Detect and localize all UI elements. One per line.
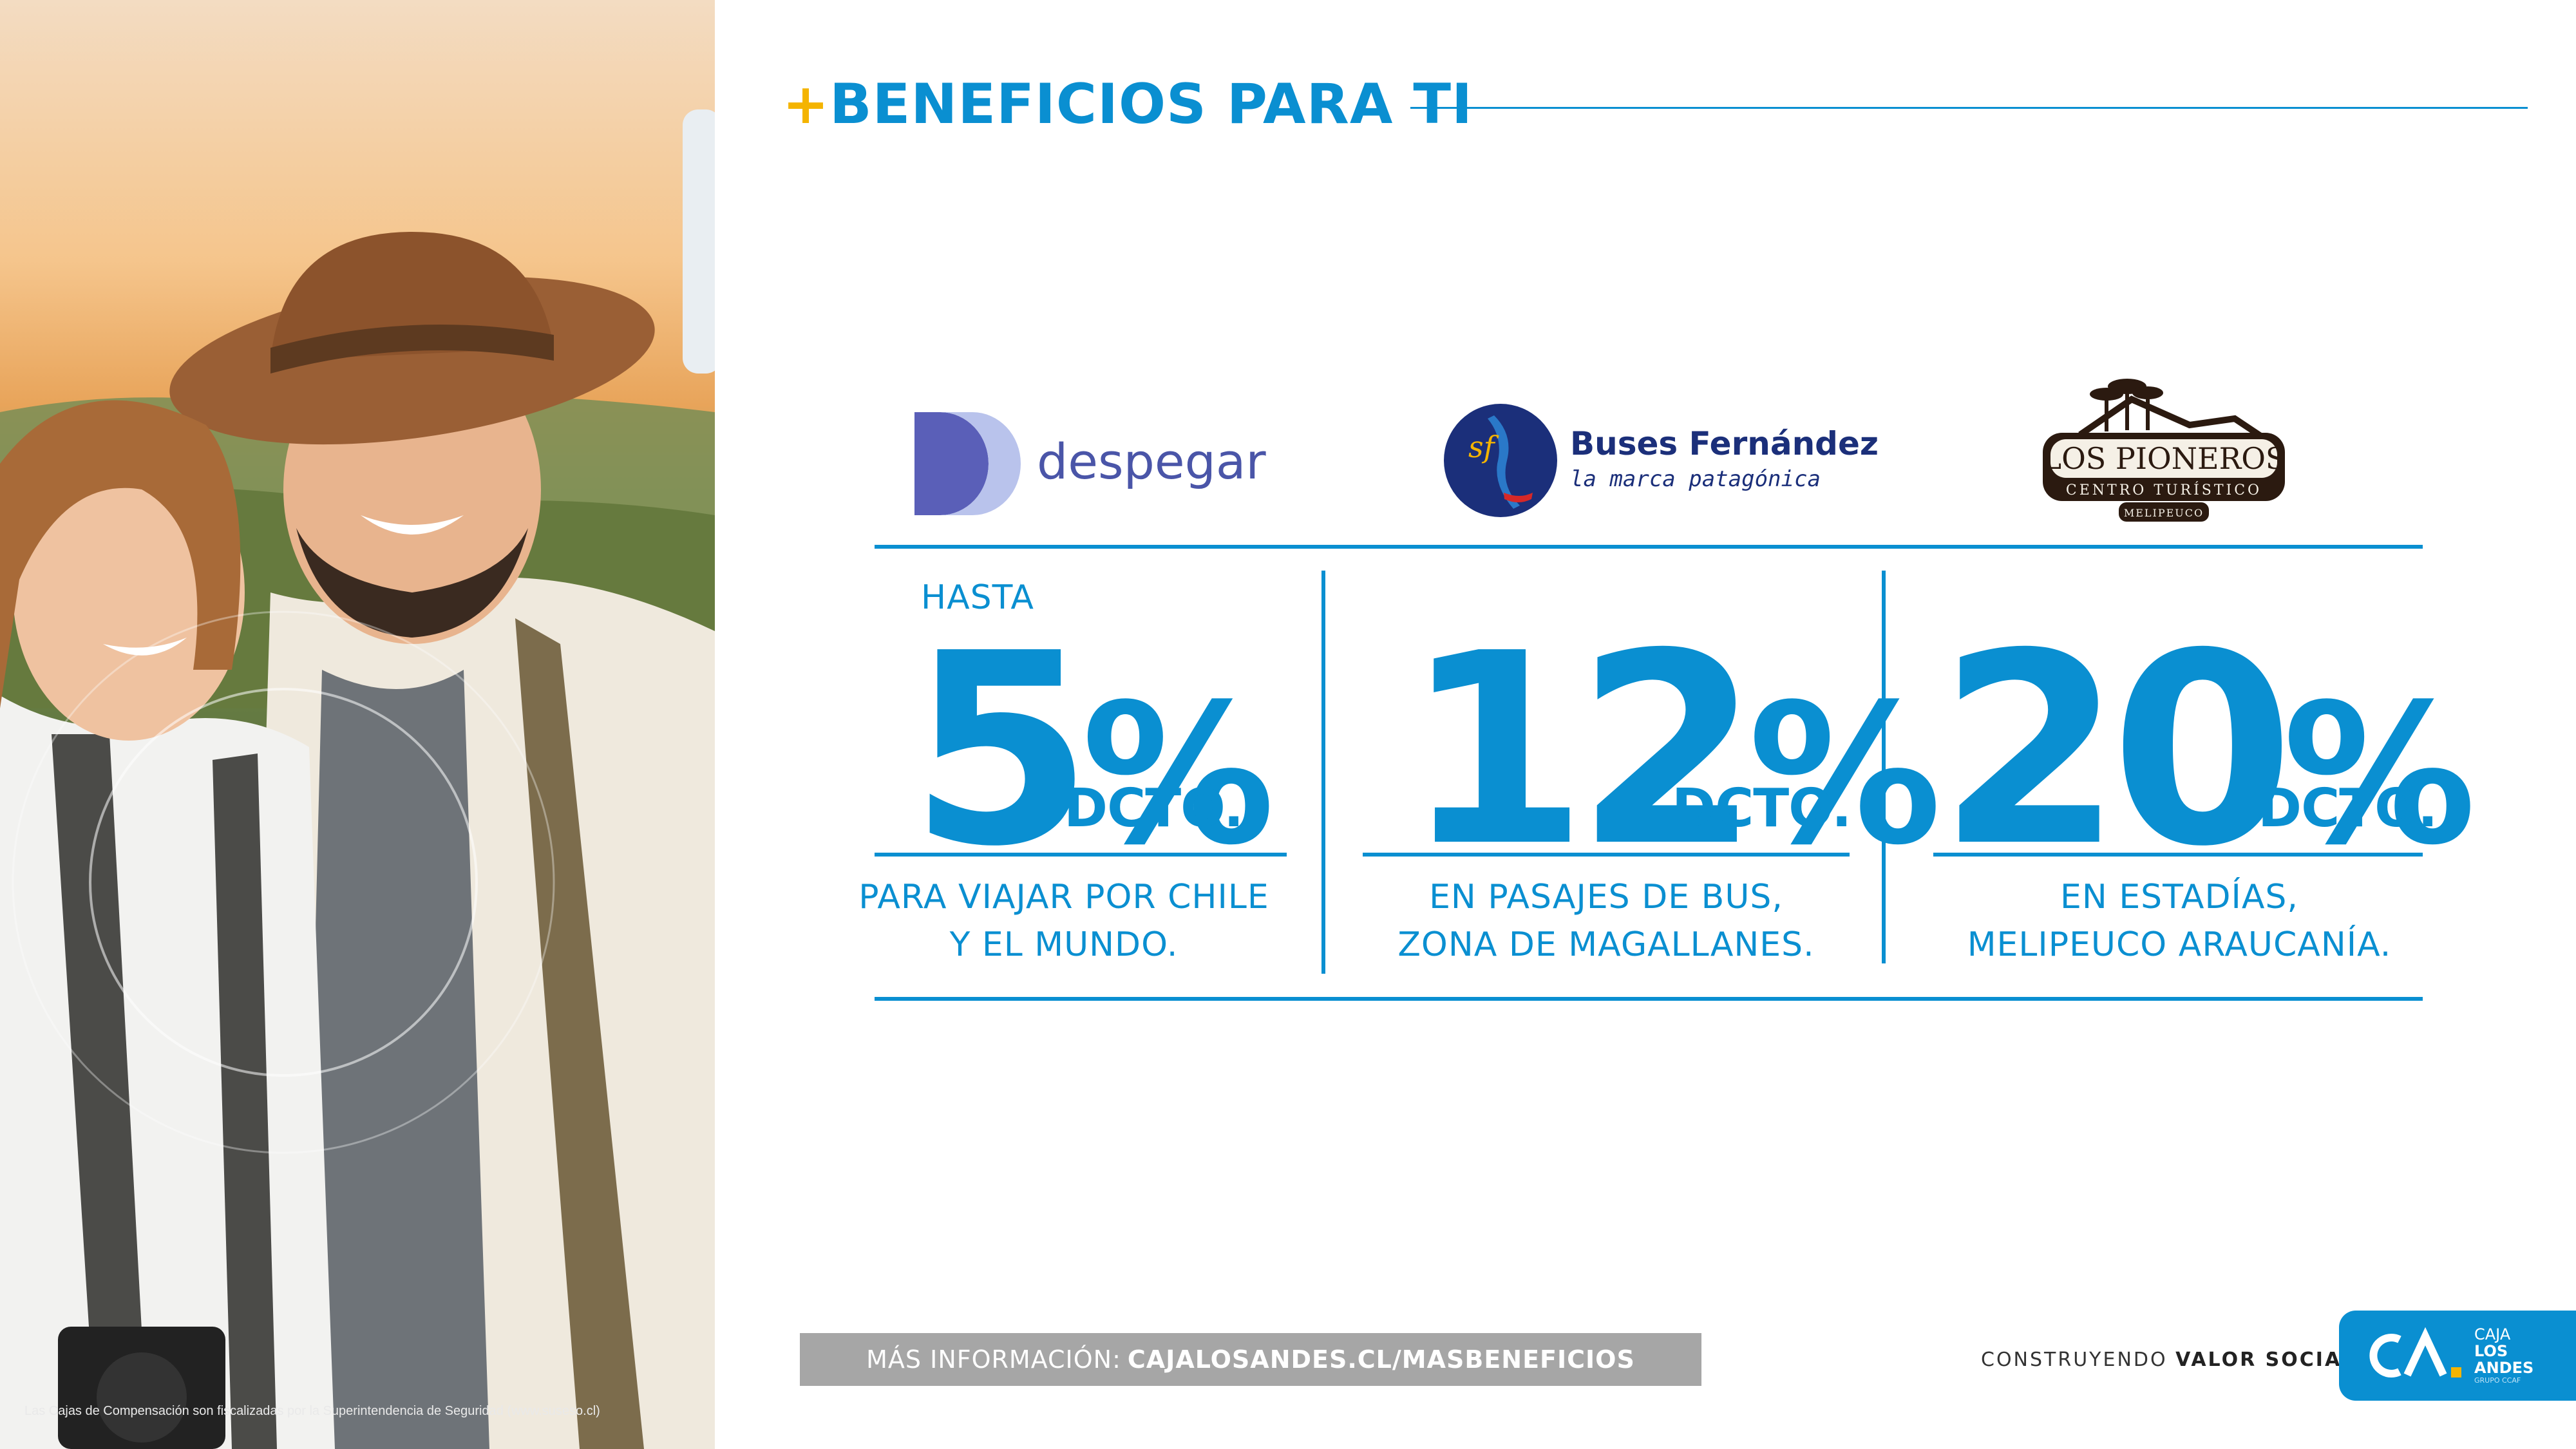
despegar-d-icon [914,412,1021,515]
benefit-3-unit: DCTO. [2258,778,2438,839]
despegar-logo[interactable]: despegar [914,406,1301,515]
benefit-1-desc-line1: PARA VIAJAR POR CHILE [858,878,1269,916]
benefit-3-description: EN ESTADÍAS, MELIPEUCO ARAUCANÍA. [1954,873,2405,969]
column-1-rule [875,853,1287,857]
column-divider-2 [1882,571,1886,963]
top-divider [875,545,2423,549]
caja-los-andes-logo[interactable]: CAJA LOS ANDES GRUPO CCAF [2339,1311,2576,1401]
column-2-rule [1363,853,1850,857]
buses-tagline: la marca patagónica [1570,466,1821,492]
benefit-1-prefix: HASTA [921,578,1034,617]
pioneros-name: LOS PIONEROS [2042,441,2286,476]
benefit-1-unit: DCTO. [1064,778,1244,839]
more-info-label: MÁS INFORMACIÓN: [866,1345,1121,1374]
page-title-text: BENEFICIOS PARA TI [829,72,1473,137]
pioneros-subtitle: CENTRO TURÍSTICO [2066,481,2262,498]
cla-monogram-icon [2369,1327,2461,1378]
bottom-divider [875,997,2423,1001]
couple-illustration [0,109,715,1449]
benefit-3-number: 20 [1938,596,2295,904]
benefit-2-unit: DCTO. [1672,778,1852,839]
buses-name: Buses Fernández [1570,425,1879,462]
benefit-1-sign: % [1081,663,1275,887]
plus-sign: + [782,72,830,137]
benefit-2-number: 12 [1404,596,1760,904]
header-divider [1410,107,2528,109]
page-title: +BENEFICIOS PARA TI [782,72,1473,137]
despegar-wordmark: despegar [1037,433,1266,490]
benefit-2-desc-line1: EN PASAJES DE BUS, [1429,878,1783,916]
benefit-3-sign: % [2282,663,2477,887]
more-info-url: CAJALOSANDES.CL/MASBENEFICIOS [1127,1345,1635,1374]
brand-name: CAJA LOS ANDES [2474,1326,2533,1376]
benefit-2-sign: % [1748,663,1942,887]
slogan: CONSTRUYENDO VALOR SOCIAL. [1981,1349,2365,1371]
benefit-1-description: PARA VIAJAR POR CHILE Y EL MUNDO. [838,873,1289,969]
los-pioneros-emblem: LOS PIONEROS CENTRO TURÍSTICO MELIPEUCO [2042,379,2286,522]
brand-line-3: ANDES [2474,1359,2534,1377]
benefit-3-desc-line2: MELIPEUCO ARAUCANÍA. [1967,925,2392,964]
slogan-part-b: VALOR SOCIAL [2175,1349,2356,1371]
brand-sub: GRUPO CCAF [2474,1376,2521,1385]
brand-line-2: LOS [2474,1342,2508,1360]
column-3-rule [1933,853,2423,857]
pioneros-location: MELIPEUCO [2124,507,2204,519]
svg-text:sf: sf [1468,430,1499,464]
benefit-1-number: 5 [909,596,1093,904]
legal-disclaimer: Las Cajas de Compensación son fiscalizad… [24,1404,600,1418]
slogan-part-a: CONSTRUYENDO [1981,1349,2168,1371]
more-info-link[interactable]: MÁS INFORMACIÓN: CAJALOSANDES.CL/MASBENE… [800,1333,1701,1386]
buses-fernandez-logo[interactable]: sf Buses Fernández la marca patagónica [1443,399,1880,522]
column-divider-1 [1321,571,1325,974]
brand-line-1: CAJA [2474,1325,2511,1343]
benefit-2-desc-line2: ZONA DE MAGALLANES. [1397,925,1815,964]
benefit-1-desc-line2: Y EL MUNDO. [949,925,1179,964]
hero-photo: Las Cajas de Compensación son fiscalizad… [0,0,715,1449]
benefit-2-percent: 12% [1404,618,1942,882]
benefit-3-percent: 20% [1938,618,2476,882]
benefit-2-description: EN PASAJES DE BUS, ZONA DE MAGALLANES. [1381,873,1832,969]
los-pioneros-logo[interactable]: LOS PIONEROS CENTRO TURÍSTICO MELIPEUCO [2035,374,2293,528]
benefit-1-percent: 5% [909,618,1275,882]
benefit-3-desc-line1: EN ESTADÍAS, [2060,878,2298,916]
patagonia-map-icon: sf [1444,404,1557,517]
